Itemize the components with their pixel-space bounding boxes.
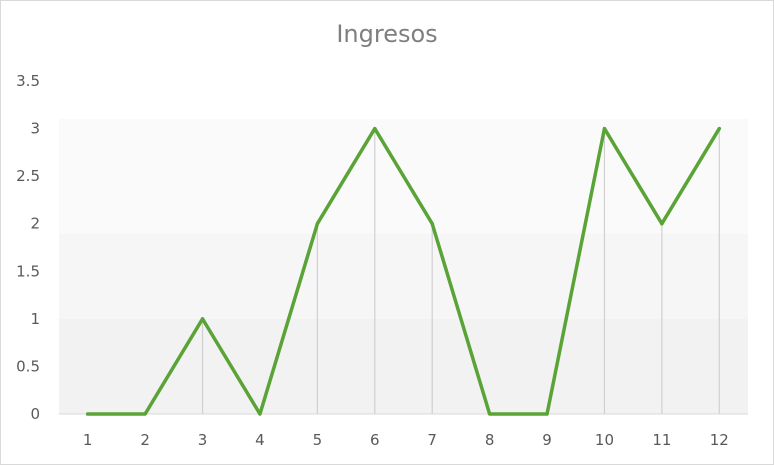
- series-group: [85, 126, 722, 416]
- y-tick-label: 3.5: [16, 72, 40, 90]
- y-tick-label: 1.5: [16, 262, 40, 280]
- background-bands: [59, 119, 748, 414]
- y-tick-label: 2.5: [16, 167, 40, 185]
- x-tick-label: 12: [710, 431, 729, 449]
- x-tick-label: 4: [255, 431, 265, 449]
- x-tick-label: 9: [542, 431, 552, 449]
- y-tick-label: 2: [30, 215, 40, 233]
- x-tick-label: 10: [595, 431, 614, 449]
- x-tick-label: 7: [427, 431, 437, 449]
- x-tick-label: 5: [313, 431, 323, 449]
- chart-title: Ingresos: [336, 20, 438, 48]
- series-line: [85, 126, 722, 416]
- x-axis-tick-labels: 1 2 3 4 5 6 7 8 9 10 11 12: [83, 431, 729, 449]
- data-point: [545, 412, 549, 416]
- data-point: [602, 126, 607, 131]
- x-tick-label: 8: [485, 431, 495, 449]
- data-point: [430, 222, 434, 226]
- data-point: [258, 412, 262, 416]
- data-point: [315, 222, 319, 226]
- y-tick-label: 0: [30, 405, 40, 423]
- background-band: [59, 318, 748, 414]
- data-point: [660, 222, 664, 226]
- x-tick-label: 11: [652, 431, 671, 449]
- data-point: [200, 317, 205, 321]
- x-tick-label: 3: [198, 431, 208, 449]
- y-tick-label: 1: [30, 310, 40, 328]
- data-point: [488, 412, 492, 416]
- y-axis-tick-labels: 0 0.5 1 1.5 2 2.5 3 3.5: [16, 72, 40, 423]
- data-point: [373, 126, 377, 131]
- background-band: [59, 233, 748, 319]
- data-point: [86, 412, 90, 416]
- data-point: [143, 412, 147, 416]
- y-tick-label: 3: [30, 120, 40, 138]
- x-tick-label: 2: [140, 431, 150, 449]
- data-point: [717, 126, 721, 131]
- x-tick-label: 1: [83, 431, 93, 449]
- drop-lines: [201, 128, 720, 414]
- x-tick-label: 6: [370, 431, 380, 449]
- y-tick-label: 0.5: [16, 357, 40, 375]
